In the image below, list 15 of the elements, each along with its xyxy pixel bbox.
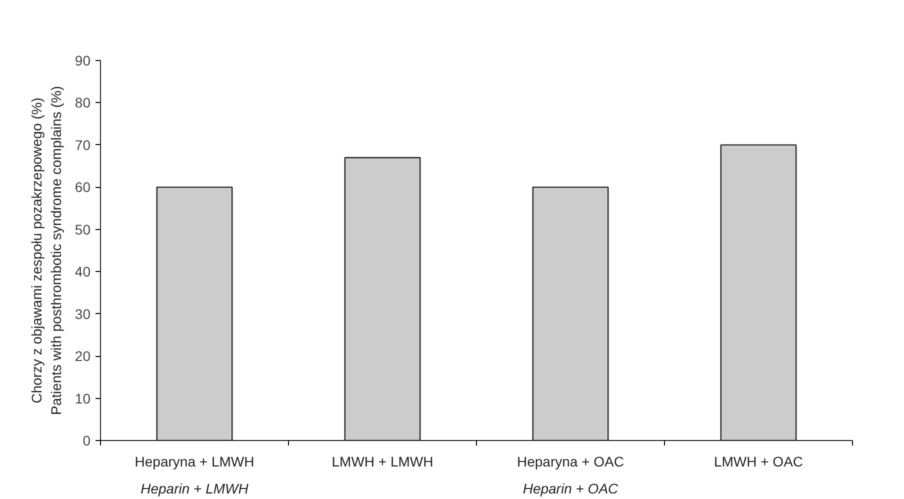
- y-tick-label: 0: [82, 432, 91, 448]
- y-tick-label: 40: [74, 264, 91, 280]
- y-tick-label: 20: [74, 348, 91, 364]
- y-tick-label: 60: [74, 179, 91, 196]
- y-axis-title: Chorzy z objawami zespołu pozakrzepowego (%) Patients with posthrombotic syndrome complains (%): [28, 86, 64, 416]
- category-label: Heparyna + OAC Heparin + OAC: [517, 454, 624, 496]
- y-tick-label: 90: [74, 52, 91, 68]
- category-label: Heparyna + LMWH Heparin + LMWH: [134, 454, 254, 496]
- y-tick-label: 30: [74, 306, 91, 322]
- y-tick-label: 50: [74, 221, 91, 238]
- x-tick-label: LMWH + OAC: [714, 454, 804, 470]
- y-tick-label: 70: [74, 136, 91, 153]
- x-tick-label: LMWH + LMWH: [332, 454, 434, 470]
- y-tick-label: 80: [74, 94, 91, 111]
- y-tick-label: 10: [74, 390, 91, 406]
